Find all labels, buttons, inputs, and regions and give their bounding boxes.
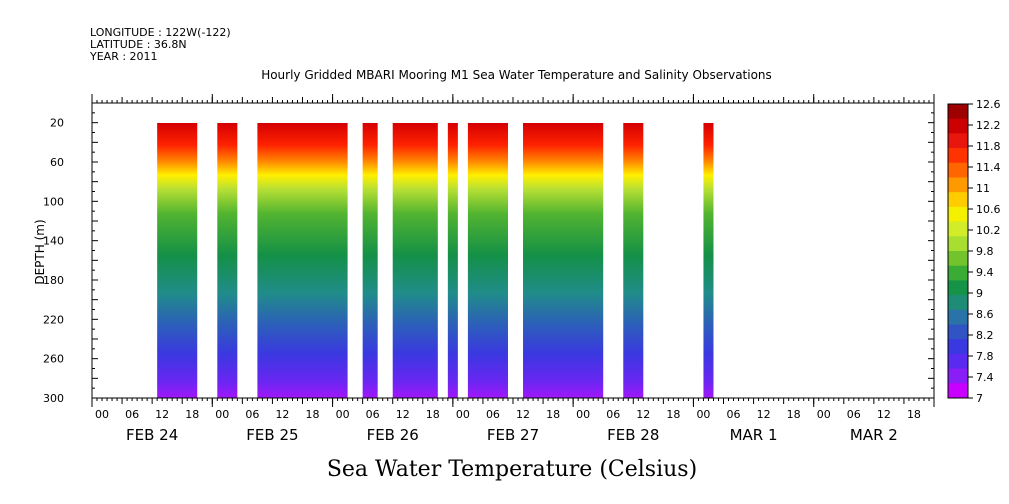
data-segment <box>703 123 714 398</box>
y-tick-label: 20 <box>50 117 64 130</box>
x-tick-label: 00 <box>95 408 109 421</box>
data-segment <box>623 123 644 398</box>
x-tick-label: 12 <box>275 408 289 421</box>
colorbar-tick-label: 9.8 <box>976 245 994 258</box>
colorbar-swatch <box>948 221 968 237</box>
x-tick-label: 00 <box>336 408 350 421</box>
x-tick-label: 12 <box>516 408 530 421</box>
colorbar-tick-label: 11 <box>976 182 990 195</box>
colorbar-swatch <box>948 236 968 252</box>
colorbar-tick-label: 7.4 <box>976 371 994 384</box>
colorbar-tick-label: 8.2 <box>976 329 994 342</box>
x-tick-label: 12 <box>155 408 169 421</box>
colorbar-swatch <box>948 148 968 164</box>
x-tick-label: 00 <box>817 408 831 421</box>
data-segment <box>362 123 378 398</box>
axes: 00 06 12 18 00 06 12 18 00 06 12 18 00 06 12 18 00 06 12 18… <box>43 94 935 444</box>
colorbar-tick-label: 12.2 <box>976 119 1001 132</box>
colorbar-swatch <box>948 177 968 193</box>
colorbar-swatch <box>948 118 968 134</box>
colorbar-swatch <box>948 295 968 311</box>
x-day-label: FEB 27 <box>487 426 539 444</box>
y-tick-label: 260 <box>43 353 64 366</box>
colorbar-tick-label: 7.8 <box>976 350 994 363</box>
x-tick-label: 18 <box>666 408 680 421</box>
x-tick-label: 06 <box>245 408 259 421</box>
colorbar-swatch <box>948 324 968 340</box>
colorbar: 12.6 12.2 11.8 11.4 11 10.6 10.2 9.8 9.4 9 8.6 8.2 7… <box>947 98 1001 405</box>
x-tick-label: 12 <box>877 408 891 421</box>
colorbar-swatch <box>948 192 968 208</box>
colorbar-swatch <box>948 309 968 325</box>
data-segment <box>467 123 508 398</box>
colorbar-swatch <box>948 339 968 355</box>
colorbar-tick-label: 10.6 <box>976 203 1001 216</box>
y-tick-label: 220 <box>43 313 64 326</box>
y-tick-label: 300 <box>43 392 64 405</box>
x-tick-label: 06 <box>125 408 139 421</box>
x-day-label: FEB 26 <box>367 426 419 444</box>
x-tick-label: 18 <box>787 408 801 421</box>
y-axis-label: DEPTH (m) <box>33 219 47 284</box>
chart-title: Hourly Gridded MBARI Mooring M1 Sea Wate… <box>261 68 772 82</box>
colorbar-tick-label: 10.2 <box>976 224 1001 237</box>
colorbar-swatch <box>948 353 968 370</box>
latitude-label: LATITUDE : 36.8N <box>90 38 187 51</box>
plot-area <box>157 123 714 398</box>
colorbar-tick-label: 9.4 <box>976 266 994 279</box>
colorbar-swatch <box>948 368 968 384</box>
colorbar-tick-label: 8.6 <box>976 308 994 321</box>
colorbar-tick-label: 11.4 <box>976 161 1001 174</box>
colorbar-tick-label: 7 <box>976 392 983 405</box>
y-tick-label: 100 <box>43 195 64 208</box>
x-day-label: MAR 1 <box>730 426 778 444</box>
x-tick-label: 18 <box>306 408 320 421</box>
year-label: YEAR : 2011 <box>90 50 158 63</box>
colorbar-swatch <box>948 133 968 149</box>
colorbar-tick-label: 9 <box>976 287 983 300</box>
data-segment <box>257 123 348 398</box>
x-tick-label: 00 <box>215 408 229 421</box>
y-tick-label: 140 <box>43 235 64 248</box>
x-tick-label: 00 <box>456 408 470 421</box>
x-day-label: FEB 25 <box>246 426 298 444</box>
colorbar-swatch <box>948 280 968 296</box>
data-segment <box>447 123 458 398</box>
x-tick-label: 06 <box>366 408 380 421</box>
colorbar-tick-label: 11.8 <box>976 140 1001 153</box>
data-segment <box>392 123 438 398</box>
x-tick-label: 00 <box>576 408 590 421</box>
x-tick-label: 18 <box>185 408 199 421</box>
data-segment <box>217 123 238 398</box>
colorbar-swatch <box>948 265 968 281</box>
x-axis-label: Sea Water Temperature (Celsius) <box>327 457 697 482</box>
x-tick-label: 12 <box>396 408 410 421</box>
x-tick-label: 12 <box>757 408 771 421</box>
x-tick-label: 06 <box>847 408 861 421</box>
colorbar-tick-label: 12.6 <box>976 98 1001 111</box>
x-day-label: FEB 28 <box>607 426 659 444</box>
longitude-label: LONGITUDE : 122W(-122) <box>90 26 231 39</box>
x-tick-label: 12 <box>636 408 650 421</box>
colorbar-swatch <box>948 251 968 267</box>
colorbar-swatch <box>948 383 968 399</box>
colorbar-swatch <box>948 104 968 120</box>
data-segment <box>523 123 604 398</box>
x-day-label: FEB 24 <box>126 426 178 444</box>
x-day-label: MAR 2 <box>850 426 898 444</box>
data-segment <box>157 123 198 398</box>
x-tick-label: 18 <box>426 408 440 421</box>
colorbar-swatch <box>948 162 968 178</box>
x-tick-label: 06 <box>486 408 500 421</box>
y-tick-label: 60 <box>50 156 64 169</box>
x-tick-label: 06 <box>727 408 741 421</box>
x-tick-label: 06 <box>606 408 620 421</box>
x-tick-label: 18 <box>907 408 921 421</box>
x-tick-label: 00 <box>696 408 710 421</box>
y-tick-label: 180 <box>43 274 64 287</box>
x-tick-label: 18 <box>546 408 560 421</box>
colorbar-swatch <box>948 206 968 223</box>
